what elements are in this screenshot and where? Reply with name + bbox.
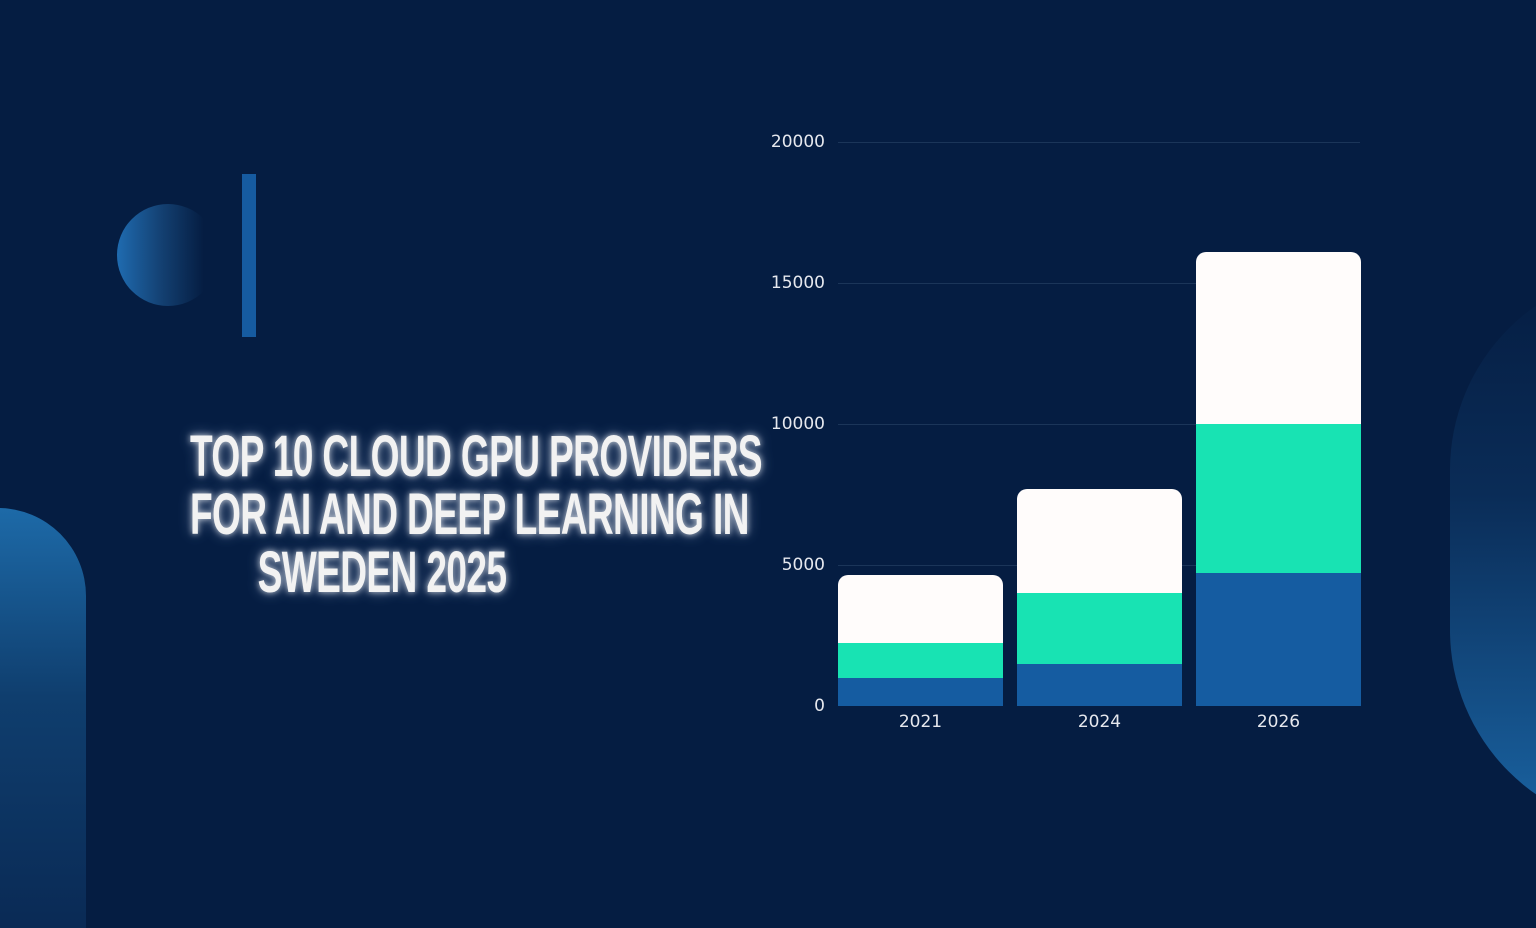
title-line-2: FOR AI AND DEEP LEARNING IN xyxy=(190,482,749,547)
gridline xyxy=(838,283,1360,284)
bar-segment-1[interactable] xyxy=(1017,663,1182,706)
y-axis-tick-label: 0 xyxy=(814,696,825,716)
x-axis-tick-label: 2026 xyxy=(1256,712,1301,732)
bar-segment-2[interactable] xyxy=(1017,593,1182,664)
y-axis-tick-label: 10000 xyxy=(770,414,825,434)
bar-2026[interactable] xyxy=(1196,251,1361,706)
decorative-vertical-bar xyxy=(242,174,256,337)
page-title: TOP 10 CLOUD GPU PROVIDERS FOR AI AND DE… xyxy=(82,424,763,605)
gridline xyxy=(838,142,1360,143)
y-axis-tick-label: 15000 xyxy=(770,273,825,293)
x-axis-tick-label: 2024 xyxy=(1077,712,1122,732)
x-axis-tick-label: 2021 xyxy=(898,712,943,732)
gridline xyxy=(838,424,1360,425)
decorative-half-circle xyxy=(117,204,219,306)
bar-segment-3[interactable] xyxy=(1196,251,1361,424)
decorative-arch-left xyxy=(0,508,86,928)
bar-segment-1[interactable] xyxy=(1196,573,1361,706)
bar-segment-1[interactable] xyxy=(838,677,1003,706)
bar-2024[interactable] xyxy=(1017,488,1182,706)
bar-segment-3[interactable] xyxy=(838,574,1003,643)
stacked-bar-chart: 0 5000 10000 15000 20000 2021 2024 2026 xyxy=(750,120,1370,750)
y-axis-tick-label: 20000 xyxy=(770,132,825,152)
bar-segment-3[interactable] xyxy=(1017,488,1182,594)
bar-2021[interactable] xyxy=(838,574,1003,706)
decorative-arch-right xyxy=(1450,270,1536,830)
bar-segment-2[interactable] xyxy=(1196,423,1361,574)
title-line-3: SWEDEN 2025 xyxy=(257,540,507,605)
bar-segment-2[interactable] xyxy=(838,642,1003,678)
y-axis-tick-label: 5000 xyxy=(781,555,825,575)
title-line-1: TOP 10 CLOUD GPU PROVIDERS xyxy=(190,424,763,489)
